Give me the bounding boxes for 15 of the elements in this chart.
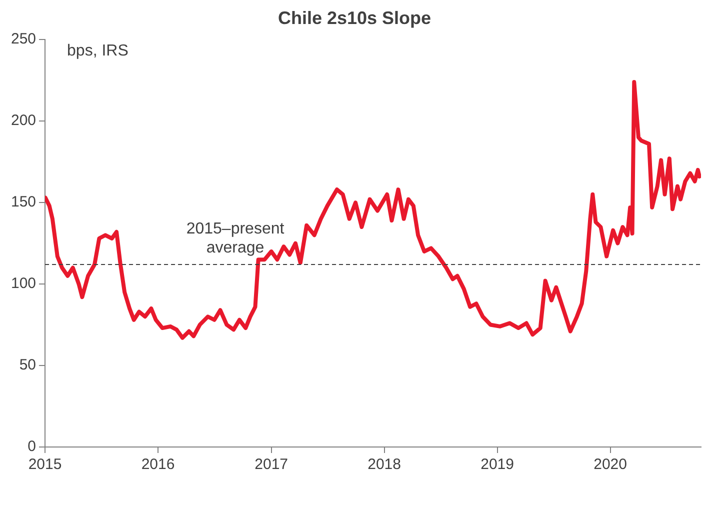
y-tick-label: 250 bbox=[10, 30, 36, 48]
y-tick-label: 0 bbox=[28, 438, 36, 456]
y-tick-label: 150 bbox=[10, 194, 36, 211]
annotation: bps, IRS bbox=[67, 42, 128, 60]
x-tick-label: 2015 bbox=[28, 456, 62, 474]
y-tick-label: 200 bbox=[10, 112, 36, 130]
x-tick-label: 2018 bbox=[368, 456, 401, 474]
ref-line-label: 2015–present average bbox=[186, 220, 285, 256]
y-tick-label: 50 bbox=[19, 356, 36, 374]
x-tick-label: 2020 bbox=[594, 456, 627, 474]
x-tick-label: 2016 bbox=[141, 456, 175, 474]
chart-title: Chile 2s10s Slope bbox=[278, 8, 432, 28]
y-tick-label: 100 bbox=[10, 275, 36, 292]
x-tick-label: 2017 bbox=[254, 456, 288, 474]
x-tick-label: 2019 bbox=[480, 456, 514, 474]
